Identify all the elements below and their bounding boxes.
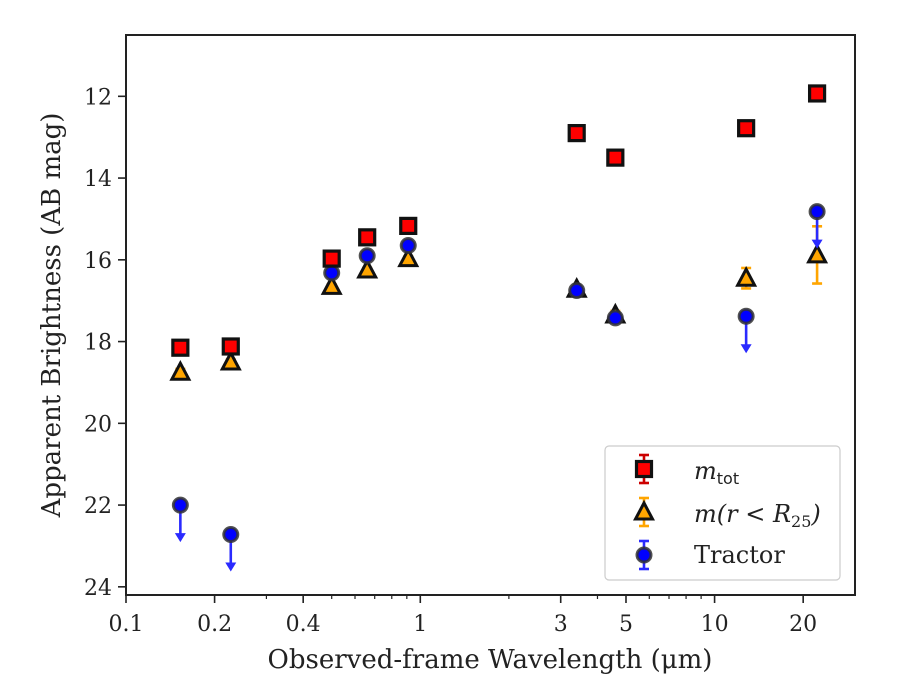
legend-circle-marker: [635, 546, 653, 564]
legend-marker: [635, 539, 653, 571]
data-point: [567, 124, 586, 143]
square-marker: [606, 148, 625, 167]
square-marker: [358, 228, 377, 247]
x-tick-label: 5: [619, 612, 633, 637]
data-point: [358, 228, 377, 247]
y-tick-label: 16: [84, 249, 112, 274]
upper-limit-arrow-head: [740, 344, 752, 354]
data-point: [606, 148, 625, 167]
y-tick-label: 14: [84, 167, 112, 192]
plot-frame: [125, 34, 856, 596]
upper-limit-arrow-head: [225, 562, 237, 572]
y-tick-label: 22: [84, 494, 112, 519]
circle-marker: [222, 526, 240, 544]
square-marker: [737, 119, 756, 138]
y-tick-label: 20: [84, 412, 112, 437]
data-point: [169, 360, 192, 381]
circle-marker: [323, 264, 341, 282]
square-marker: [171, 338, 190, 357]
x-tick-label: 0.2: [197, 612, 232, 637]
triangle-marker: [356, 257, 379, 279]
data-points: [169, 84, 829, 572]
data-point: [399, 216, 418, 235]
legend-marker: [634, 453, 654, 485]
circle-marker: [808, 203, 826, 221]
legend-square-marker: [634, 459, 654, 479]
circle-marker: [737, 307, 755, 325]
data-point: [399, 237, 417, 255]
x-tick-label: 0.4: [286, 612, 321, 637]
square-marker: [322, 249, 341, 268]
data-point: [323, 264, 341, 282]
y-tick-label: 18: [84, 331, 112, 356]
legend-triangle-marker: [633, 499, 655, 521]
data-point: [356, 257, 379, 279]
x-tick-label: 0.1: [109, 612, 144, 637]
x-tick-label: 10: [701, 612, 729, 637]
circle-marker: [399, 237, 417, 255]
data-point: [222, 526, 240, 572]
circle-marker: [171, 496, 189, 514]
circle-marker: [568, 281, 586, 299]
data-point: [397, 246, 420, 268]
legend-label-mr25: m(r < R25): [694, 500, 821, 531]
x-tick-label: 20: [789, 612, 817, 637]
upper-limit-arrow-head: [811, 239, 823, 249]
data-point: [568, 281, 586, 299]
data-point: [171, 338, 190, 357]
legend-label-tractor: Tractor: [694, 541, 785, 569]
triangle-marker: [397, 246, 420, 268]
axis-ticks: 0.1 0.2 0.4 1 3 5 10 20 12 14 16 18 20 22 24: [84, 85, 817, 637]
data-point: [606, 309, 624, 327]
data-point: [320, 274, 343, 295]
y-tick-label: 24: [84, 576, 112, 601]
square-marker: [807, 84, 827, 103]
y-tick-label: 12: [84, 85, 112, 110]
data-point: [735, 266, 758, 290]
square-marker: [567, 124, 586, 143]
triangle-marker: [735, 266, 758, 287]
data-point: [358, 247, 376, 265]
data-point: [171, 496, 189, 543]
legend-label-mtot: mtot: [694, 457, 739, 488]
square-marker: [221, 337, 240, 356]
data-point: [808, 203, 826, 249]
legend: mtot m(r < R25) Tractor: [604, 445, 841, 581]
legend-box: [604, 445, 841, 581]
y-axis-label: Apparent Brightness (AB mag): [37, 113, 67, 519]
square-marker: [399, 216, 418, 235]
data-point: [322, 249, 341, 268]
data-point: [221, 337, 240, 356]
triangle-marker: [320, 274, 343, 295]
circle-marker: [358, 247, 376, 265]
x-axis-label: Observed-frame Wavelength (μm): [268, 645, 713, 675]
data-point: [737, 307, 755, 354]
upper-limit-arrow-head: [174, 533, 186, 543]
x-tick-label: 1: [413, 612, 427, 637]
triangle-marker: [169, 360, 192, 381]
data-point: [807, 84, 827, 103]
legend-marker: [633, 496, 655, 528]
x-tick-label: 3: [554, 612, 568, 637]
data-point: [737, 119, 756, 138]
circle-marker: [606, 309, 624, 327]
triangle-marker: [806, 242, 829, 264]
triangle-marker: [219, 349, 242, 371]
data-point: [219, 349, 242, 371]
